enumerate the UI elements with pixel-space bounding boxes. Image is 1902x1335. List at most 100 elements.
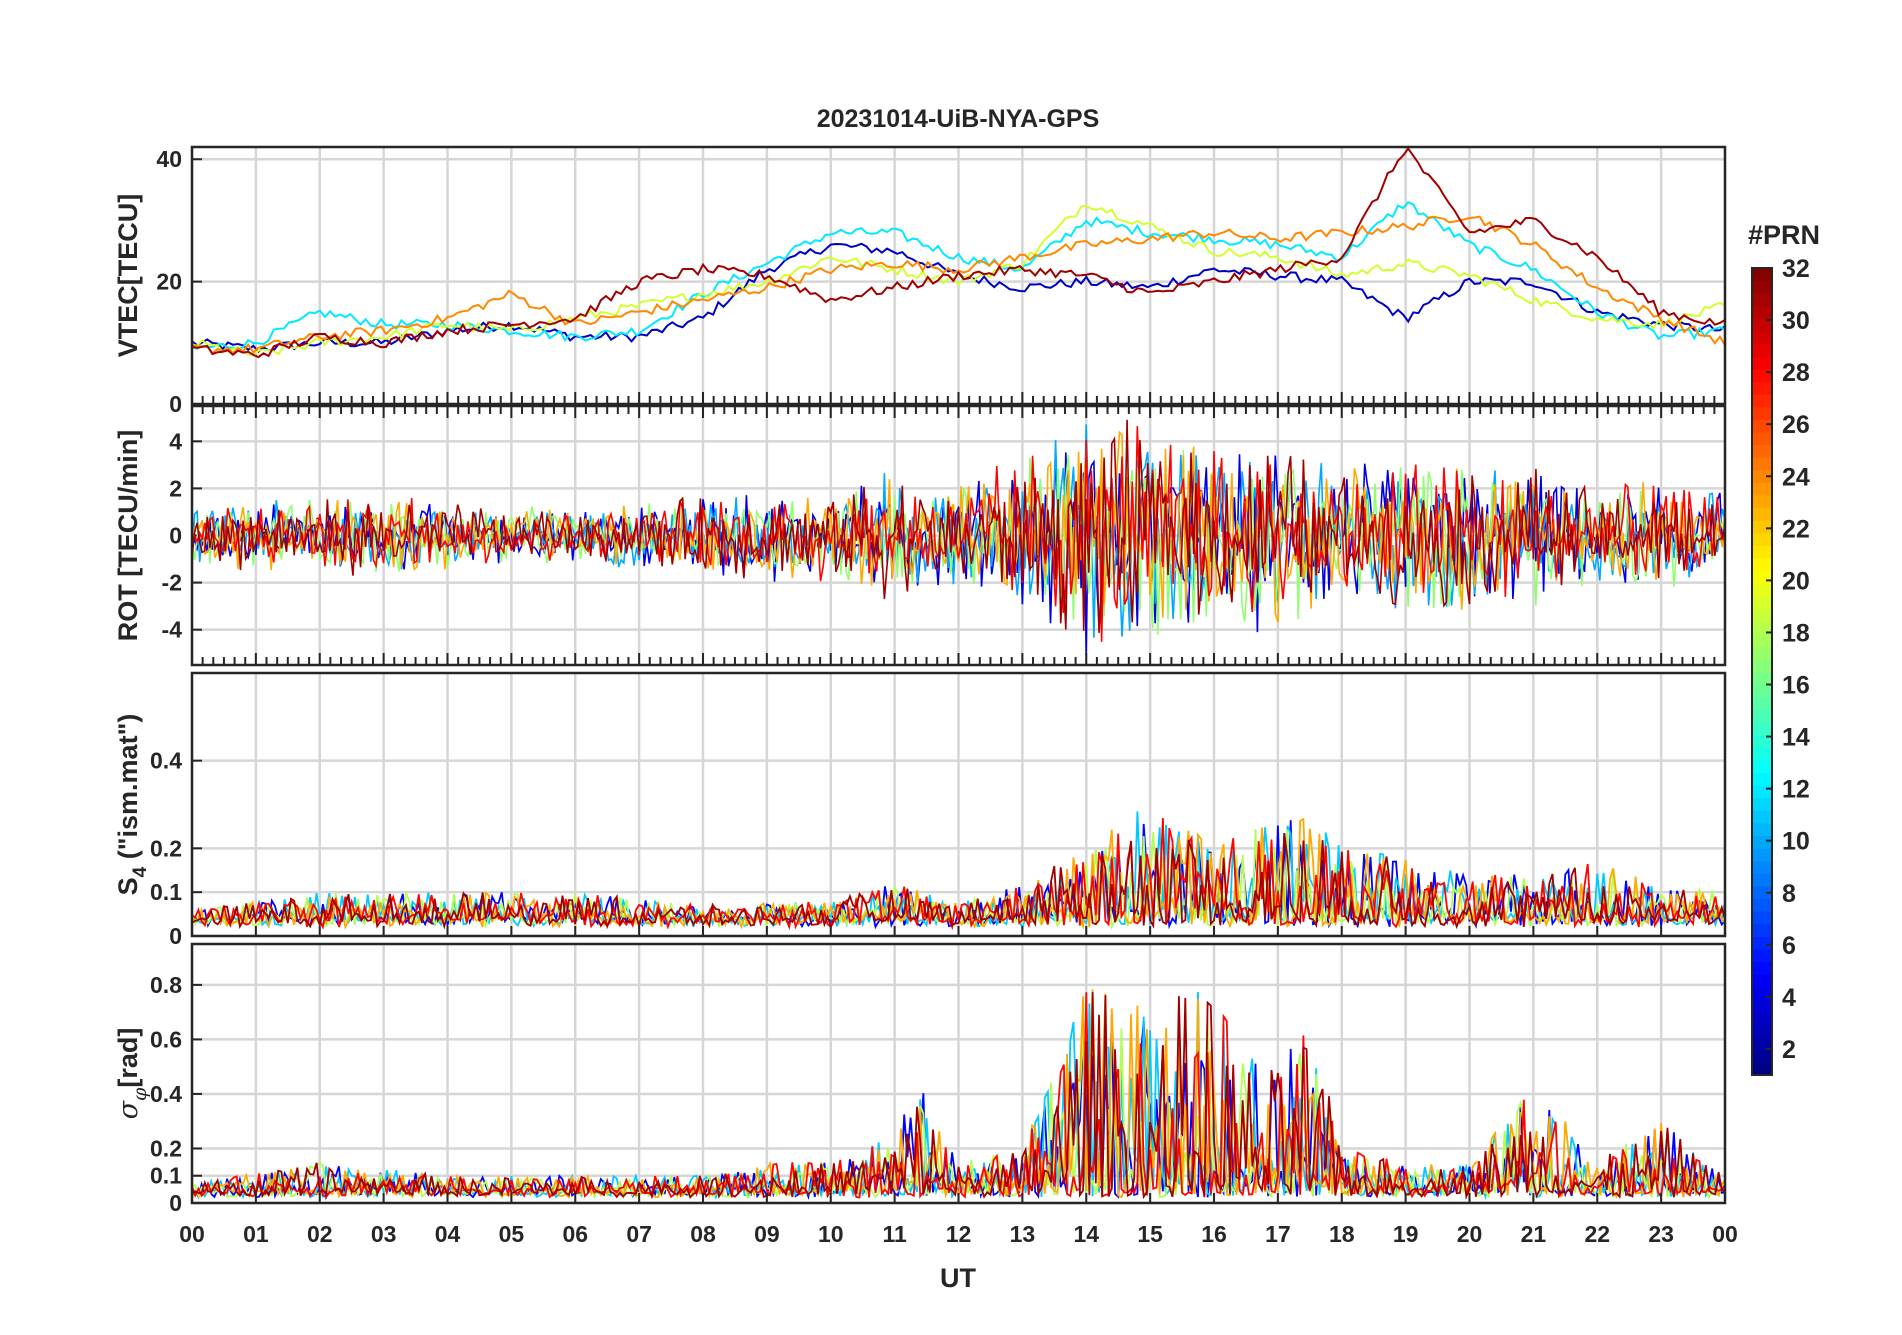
x-tick-label: 10	[818, 1221, 844, 1247]
colorbar-segment	[1752, 986, 1772, 1000]
colorbar-segment	[1752, 709, 1772, 723]
y-tick-label: 2	[169, 475, 182, 501]
colorbar-tick-label: 20	[1782, 567, 1810, 595]
trace-prn-31	[192, 832, 1725, 930]
colorbar-segment	[1752, 860, 1772, 874]
y-axis-label: σφ[rad]	[113, 1028, 151, 1120]
series-group	[192, 811, 1725, 931]
x-tick-label: 07	[626, 1221, 652, 1247]
colorbar-tick-label: 30	[1782, 307, 1810, 335]
colorbar-segment	[1752, 570, 1772, 584]
colorbar-segment	[1752, 734, 1772, 748]
y-tick-label: 0.8	[150, 972, 182, 998]
rot-trace-prn-28	[192, 426, 1725, 642]
colorbar-segment	[1752, 721, 1772, 736]
panel-s4: 00.10.20.4S4 ("ism.mat")	[113, 671, 1727, 949]
trace-prn-5	[192, 820, 1725, 930]
y-tick-label: -2	[162, 570, 182, 596]
colorbar-tick-label: 32	[1782, 255, 1810, 283]
colorbar-segment	[1752, 848, 1772, 862]
colorbar-segment	[1752, 381, 1772, 395]
colorbar-segment	[1752, 532, 1772, 547]
colorbar-segment	[1752, 331, 1772, 345]
y-tick-label: 0.1	[150, 879, 182, 905]
x-tick-label: 03	[371, 1221, 397, 1247]
colorbar-segment	[1752, 646, 1772, 660]
colorbar-segment	[1752, 999, 1772, 1013]
series-line-prn-31	[192, 147, 1725, 359]
x-tick-label: 15	[1137, 1221, 1163, 1247]
colorbar-segment	[1752, 772, 1772, 786]
colorbar-segment	[1752, 1062, 1772, 1076]
x-tick-label: 20	[1457, 1221, 1483, 1247]
y-axis-label-main: S	[113, 877, 143, 895]
y-tick-label: 40	[156, 146, 182, 172]
colorbar-segment	[1752, 898, 1772, 912]
y-tick-label: 0.6	[150, 1026, 182, 1052]
x-tick-label: 06	[562, 1221, 588, 1247]
x-tick-label: 19	[1393, 1221, 1419, 1247]
colorbar-segment	[1752, 658, 1772, 673]
colorbar-tick-label: 26	[1782, 411, 1810, 439]
panel-sigma_phi: 00.10.2 0.4 0.6 0.8 σφ[rad]	[113, 942, 1727, 1216]
y-tick-label: 4	[169, 428, 182, 454]
colorbar-segment	[1752, 1011, 1772, 1026]
x-tick-label: 02	[307, 1221, 333, 1247]
colorbar-segment	[1752, 747, 1772, 761]
colorbar-tick-label: 8	[1782, 880, 1796, 908]
panel-frame	[190, 671, 1727, 938]
colorbar-segment	[1752, 305, 1772, 320]
colorbar-tick-label: 6	[1782, 932, 1796, 960]
colorbar-tick-label: 18	[1782, 619, 1810, 647]
x-tick-label: 09	[754, 1221, 780, 1247]
x-tick-label: 18	[1329, 1221, 1355, 1247]
series-group	[192, 147, 1725, 359]
y-axis-label: S4 ("ism.mat")	[113, 714, 151, 896]
colorbar-segment	[1752, 936, 1772, 950]
colorbar-segment	[1752, 343, 1772, 357]
y-tick-label: 0.4	[150, 1081, 182, 1107]
colorbar-segment	[1752, 494, 1772, 509]
x-tick-label: 13	[1010, 1221, 1036, 1247]
y-axis-label: VTEC[TECU]	[113, 194, 143, 358]
y-tick-label: 0	[169, 523, 182, 549]
x-tick-label: 00	[179, 1221, 205, 1247]
colorbar-segment	[1752, 318, 1772, 332]
colorbar-segment	[1752, 268, 1772, 282]
x-tick-label: 16	[1201, 1221, 1227, 1247]
colorbar-segment	[1752, 885, 1772, 900]
colorbar-segment	[1752, 784, 1772, 799]
x-tick-label: 17	[1265, 1221, 1291, 1247]
x-tick-label: 22	[1584, 1221, 1610, 1247]
y-tick-label: 0.2	[150, 1135, 182, 1161]
colorbar-segment	[1752, 608, 1772, 622]
colorbar-segment	[1752, 520, 1772, 534]
panel-frame	[190, 145, 1727, 406]
x-tick-label: 21	[1521, 1221, 1547, 1247]
x-tick-label: 04	[435, 1221, 461, 1247]
x-axis: 00 01 02 03 04 05 06 07 08 09 10 11 12 13 14 15 16 17 18 19…	[179, 1221, 1738, 1247]
colorbar-segment	[1752, 759, 1772, 773]
colorbar-segment	[1752, 822, 1772, 837]
y-tick-label: 0.4	[150, 748, 182, 774]
colorbar-segment	[1752, 810, 1772, 824]
y-axis-label-rest: ("ism.mat")	[113, 714, 143, 867]
colorbar-segment	[1752, 595, 1772, 610]
colorbar-segment	[1752, 293, 1772, 307]
colorbar-label: #PRN	[1748, 220, 1820, 250]
colorbar-segment	[1752, 621, 1772, 635]
colorbar-tick-label: 10	[1782, 828, 1810, 856]
colorbar-segment	[1752, 948, 1772, 963]
panel-frame	[190, 404, 1727, 667]
panel-vtec: 0 20 40 VTEC[TECU]	[113, 145, 1727, 417]
x-tick-label: 08	[690, 1221, 716, 1247]
x-tick-label: 23	[1648, 1221, 1674, 1247]
y-axis-label-main: σ	[113, 1099, 144, 1119]
y-tick-label: -4	[162, 617, 183, 643]
colorbar-segment	[1752, 457, 1772, 471]
colorbar-segment	[1752, 684, 1772, 698]
y-tick-label: 0	[169, 923, 182, 949]
